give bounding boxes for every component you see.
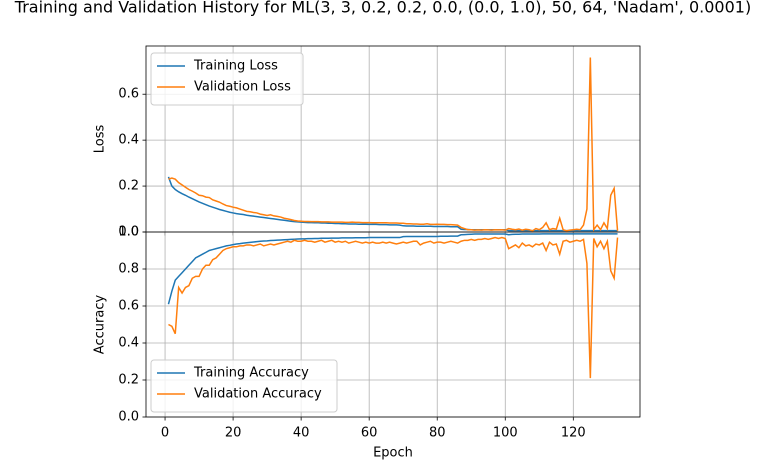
x-tick-label: 40 bbox=[293, 426, 310, 441]
y-tick-label: 0.4 bbox=[118, 133, 139, 148]
legend-box bbox=[150, 52, 304, 106]
y-tick-label: 0.0 bbox=[118, 225, 139, 240]
y-tick-label: 0.0 bbox=[118, 410, 139, 425]
x-tick-label: 60 bbox=[361, 426, 378, 441]
x-tick-label: 20 bbox=[225, 426, 242, 441]
legend-label: Training Loss bbox=[193, 59, 278, 74]
y-tick-label: 0.6 bbox=[118, 87, 139, 102]
x-tick-label: 80 bbox=[429, 426, 446, 441]
data-line bbox=[167, 233, 618, 305]
data-line bbox=[168, 236, 619, 379]
y-tick-label: 0.6 bbox=[118, 299, 139, 314]
x-axis-label: Epoch bbox=[373, 446, 413, 460]
y-axis-label: Loss bbox=[93, 125, 108, 154]
legend: Training Accuracy Validation Accuracy bbox=[150, 359, 338, 413]
legend-label: Validation Accuracy bbox=[194, 387, 322, 402]
x-tick-label: 100 bbox=[493, 426, 518, 441]
legend-label: Training Accuracy bbox=[193, 366, 309, 381]
legend-box bbox=[150, 359, 338, 413]
x-tick-label: 120 bbox=[561, 426, 586, 441]
y-tick-label: 0.2 bbox=[118, 179, 139, 194]
y-tick-label: 0.2 bbox=[118, 373, 139, 388]
y-tick-label: 1.0 bbox=[118, 225, 139, 240]
y-axis-label: Accuracy bbox=[93, 295, 108, 355]
y-tick-label: 0.8 bbox=[118, 262, 139, 277]
data-line bbox=[168, 57, 619, 232]
legend: Training Loss Validation Loss bbox=[150, 52, 304, 106]
x-tick-label: 0 bbox=[161, 426, 169, 441]
legend-label: Validation Loss bbox=[194, 80, 291, 95]
axes-frame bbox=[145, 231, 641, 418]
figure-title: Training and Validation History for ML(3… bbox=[14, 0, 751, 17]
data-line bbox=[167, 176, 618, 232]
y-tick-label: 0.4 bbox=[118, 336, 139, 351]
